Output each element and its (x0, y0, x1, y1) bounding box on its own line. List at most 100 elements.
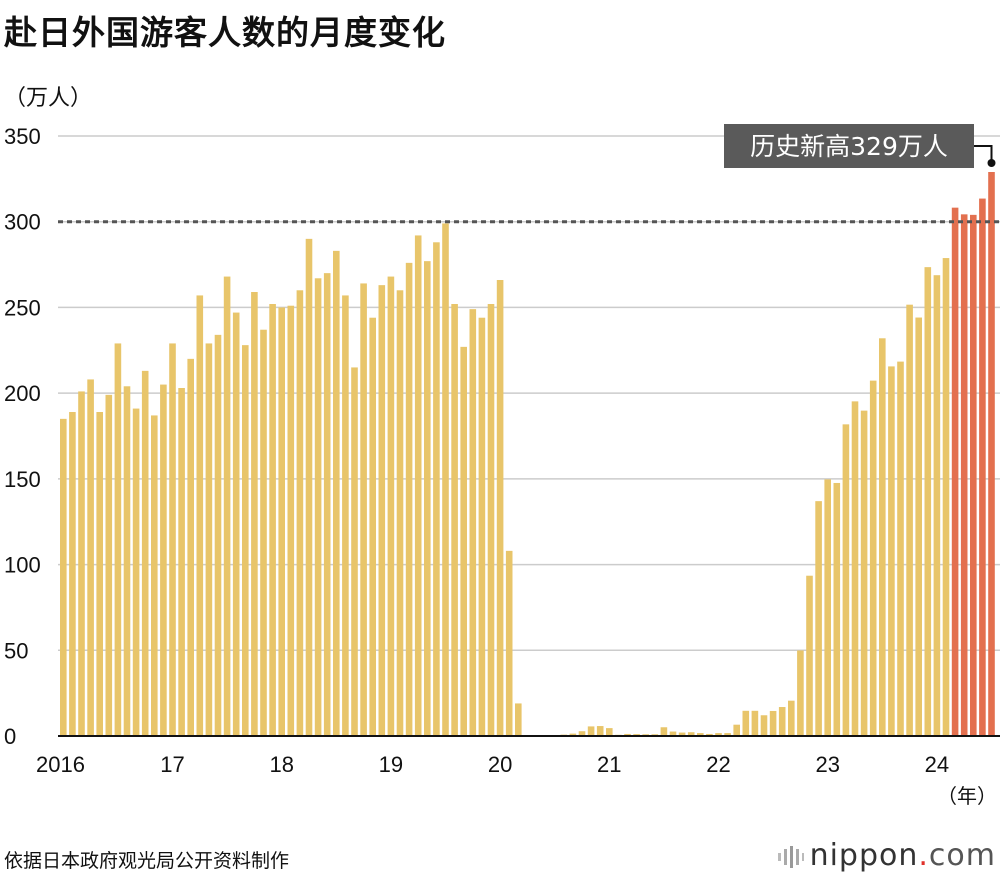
bar-3 (87, 379, 94, 736)
bar-70 (697, 733, 704, 736)
x-tick-label-20: 20 (488, 752, 512, 777)
bar-71 (706, 733, 713, 736)
bar-38 (405, 262, 413, 736)
bar-39 (414, 235, 422, 736)
bar-34 (369, 317, 376, 736)
bar-28 (314, 278, 322, 736)
bar-8 (132, 408, 140, 736)
brand-logo: nippon.com (777, 838, 996, 873)
bar-67 (669, 731, 677, 736)
y-tick-label-100: 100 (4, 553, 41, 578)
bar-6 (114, 343, 122, 736)
bar-30 (333, 250, 340, 736)
bar-27 (305, 238, 313, 736)
bar-19 (232, 312, 240, 736)
bar-66 (660, 727, 668, 736)
bar-13 (178, 388, 185, 736)
x-tick-label-24: 24 (925, 752, 949, 777)
source-note: 依据日本政府观光局公开资料制作 (4, 850, 290, 872)
bar-24 (278, 307, 285, 736)
callout-marker-dot (987, 159, 996, 167)
bar-20 (242, 345, 249, 736)
brand-tld: com (928, 838, 996, 873)
x-tick-label-17: 17 (160, 752, 184, 777)
bar-0 (60, 418, 67, 736)
bar-93 (906, 304, 913, 736)
bar-22 (260, 329, 267, 736)
bar-45 (469, 309, 477, 736)
callout-box (724, 124, 974, 168)
bar-2 (78, 391, 85, 736)
bar-86 (842, 424, 850, 736)
bar-41 (433, 242, 440, 737)
bar-49 (505, 550, 513, 736)
bar-33 (360, 283, 367, 736)
callout-text: 历史新高329万人 (750, 132, 948, 161)
bar-87 (851, 401, 859, 736)
bar-29 (323, 273, 331, 736)
bar-56 (569, 733, 577, 736)
bar-68 (678, 732, 686, 736)
x-tick-label-22: 22 (706, 752, 730, 777)
y-tick-label-50: 50 (4, 638, 28, 663)
bar-96 (933, 275, 941, 736)
bar-84 (824, 479, 831, 736)
bar-92 (897, 361, 904, 736)
bar-82 (806, 575, 813, 736)
bar-83 (815, 501, 822, 736)
bar-57 (578, 731, 586, 736)
bar-4 (96, 412, 103, 736)
nippon-bars-logo-icon (777, 845, 804, 868)
record-callout: 历史新高329万人 (724, 124, 996, 168)
bar-23 (269, 304, 276, 736)
bar-79 (778, 707, 786, 736)
bar-62 (624, 733, 631, 736)
bar-102 (988, 172, 995, 736)
x-tick-label-18: 18 (269, 752, 293, 777)
bar-36 (387, 276, 395, 736)
bar-91 (888, 366, 895, 736)
bar-100 (970, 214, 977, 736)
y-tick-label-150: 150 (4, 467, 41, 492)
x-tick-label-2016: 2016 (36, 752, 85, 777)
bar-59 (596, 726, 604, 736)
x-tick-label-23: 23 (815, 752, 839, 777)
bar-7 (123, 386, 131, 736)
y-tick-label-250: 250 (4, 295, 41, 320)
bar-14 (187, 358, 194, 736)
bar-10 (151, 415, 158, 736)
x-tick-label-21: 21 (597, 752, 621, 777)
bar-43 (451, 304, 458, 736)
bar-12 (169, 343, 176, 736)
x-axis-year-label: （年） (937, 784, 997, 808)
bar-94 (915, 317, 922, 736)
bar-25 (287, 305, 295, 736)
bar-37 (396, 290, 404, 736)
y-tick-label-350: 350 (4, 124, 41, 149)
bar-60 (606, 728, 613, 736)
y-tick-label-300: 300 (4, 210, 41, 235)
bar-98 (951, 207, 959, 736)
bar-101 (979, 198, 986, 737)
bar-89 (869, 380, 877, 736)
bar-35 (378, 285, 386, 736)
bar-18 (223, 276, 231, 736)
bar-15 (196, 295, 204, 736)
bar-69 (687, 732, 695, 736)
bar-40 (424, 261, 431, 736)
bar-21 (251, 292, 258, 736)
bar-74 (733, 724, 740, 736)
bar-90 (879, 338, 886, 736)
y-tick-label-200: 200 (4, 381, 41, 406)
bar-32 (351, 367, 358, 736)
bar-48 (496, 280, 504, 736)
bars (60, 172, 995, 737)
bar-46 (478, 317, 486, 736)
bar-78 (769, 710, 777, 736)
bar-9 (141, 370, 149, 736)
bar-44 (460, 346, 467, 736)
bar-75 (742, 710, 750, 736)
y-axis-unit-label: （万人） (4, 86, 93, 111)
bar-72 (715, 733, 722, 736)
bar-85 (833, 482, 841, 736)
